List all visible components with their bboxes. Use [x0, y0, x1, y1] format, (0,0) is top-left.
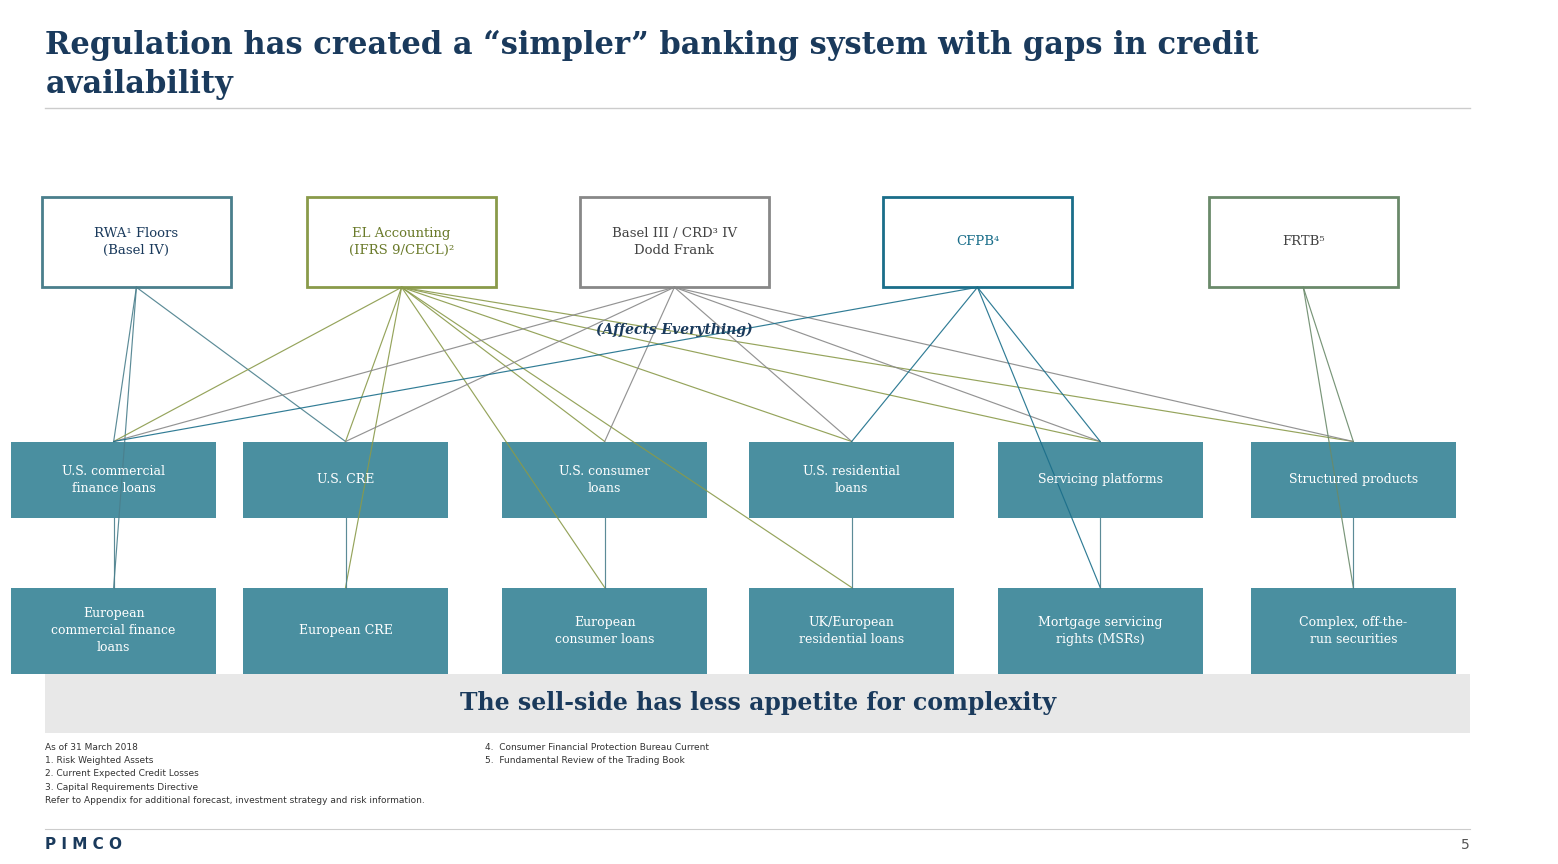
- Text: RWA¹ Floors
(Basel IV): RWA¹ Floors (Basel IV): [95, 227, 179, 257]
- FancyBboxPatch shape: [45, 674, 1471, 733]
- FancyBboxPatch shape: [243, 442, 447, 518]
- Text: U.S. commercial
finance loans: U.S. commercial finance loans: [62, 465, 165, 494]
- Text: FRTB⁵: FRTB⁵: [1282, 235, 1324, 249]
- Text: Servicing platforms: Servicing platforms: [1038, 473, 1162, 486]
- Text: Mortgage servicing
rights (MSRs): Mortgage servicing rights (MSRs): [1038, 616, 1162, 645]
- Text: Basel III / CRD³ IV
Dodd Frank: Basel III / CRD³ IV Dodd Frank: [612, 227, 737, 257]
- Text: U.S. consumer
loans: U.S. consumer loans: [559, 465, 650, 494]
- Text: European
consumer loans: European consumer loans: [555, 616, 654, 645]
- FancyBboxPatch shape: [749, 442, 953, 518]
- Text: (Affects Everything): (Affects Everything): [597, 323, 753, 337]
- FancyBboxPatch shape: [502, 442, 707, 518]
- Text: European
commercial finance
loans: European commercial finance loans: [51, 607, 176, 654]
- FancyBboxPatch shape: [1251, 588, 1455, 674]
- FancyBboxPatch shape: [999, 588, 1203, 674]
- Text: The sell-side has less appetite for complexity: The sell-side has less appetite for comp…: [460, 691, 1056, 715]
- Text: Complex, off-the-
run securities: Complex, off-the- run securities: [1299, 616, 1407, 645]
- Text: As of 31 March 2018
1. Risk Weighted Assets
2. Current Expected Credit Losses
3.: As of 31 March 2018 1. Risk Weighted Ass…: [45, 743, 425, 805]
- FancyBboxPatch shape: [502, 588, 707, 674]
- Text: 5: 5: [1461, 838, 1471, 852]
- FancyBboxPatch shape: [1251, 442, 1455, 518]
- Text: U.S. CRE: U.S. CRE: [316, 473, 374, 486]
- Text: U.S. residential
loans: U.S. residential loans: [804, 465, 901, 494]
- Text: P I M C O: P I M C O: [45, 837, 123, 853]
- FancyBboxPatch shape: [307, 197, 497, 287]
- FancyBboxPatch shape: [999, 442, 1203, 518]
- Text: UK/European
residential loans: UK/European residential loans: [799, 616, 904, 645]
- FancyBboxPatch shape: [580, 197, 770, 287]
- FancyBboxPatch shape: [883, 197, 1072, 287]
- FancyBboxPatch shape: [749, 588, 953, 674]
- Text: Structured products: Structured products: [1288, 473, 1418, 486]
- FancyBboxPatch shape: [243, 588, 447, 674]
- FancyBboxPatch shape: [42, 197, 231, 287]
- Text: CFPB⁴: CFPB⁴: [957, 235, 999, 249]
- FancyBboxPatch shape: [1209, 197, 1398, 287]
- FancyBboxPatch shape: [11, 442, 217, 518]
- Text: EL Accounting
(IFRS 9/CECL)²: EL Accounting (IFRS 9/CECL)²: [349, 227, 455, 257]
- FancyBboxPatch shape: [11, 588, 217, 674]
- Text: Regulation has created a “simpler” banking system with gaps in credit
availabili: Regulation has created a “simpler” banki…: [45, 30, 1259, 99]
- Text: 4.  Consumer Financial Protection Bureau Current
5.  Fundamental Review of the T: 4. Consumer Financial Protection Bureau …: [485, 743, 709, 766]
- Text: European CRE: European CRE: [299, 624, 393, 638]
